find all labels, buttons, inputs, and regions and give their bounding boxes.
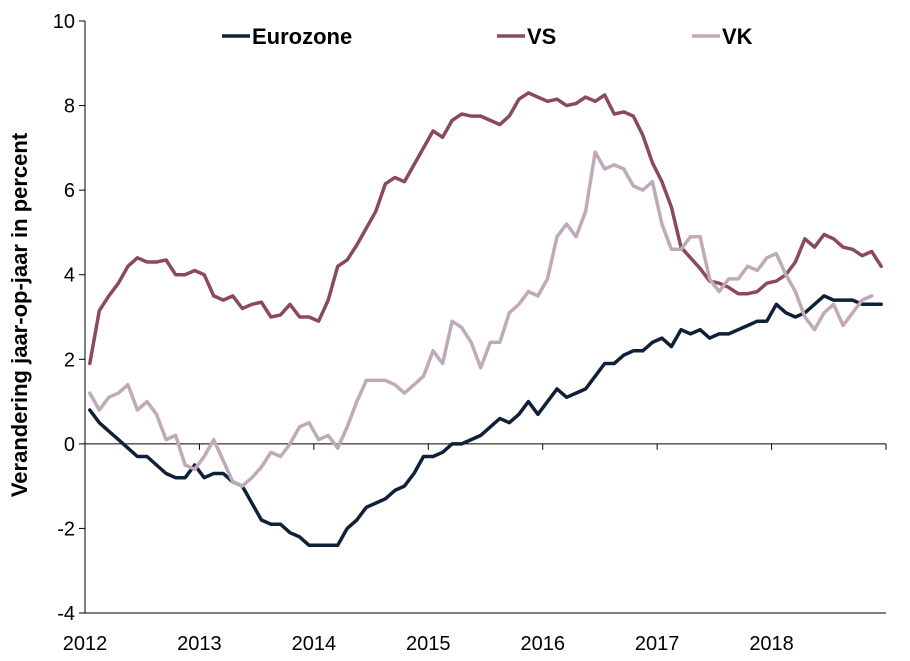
y-axis-label: Verandering jaar-op-jaar in percent: [7, 132, 32, 497]
y-tick-labels: -4 -2 0 2 4 6 8 10: [53, 11, 75, 625]
y-tick-label: 8: [64, 96, 75, 118]
legend-label-eurozone: Eurozone: [252, 24, 352, 49]
y-tick-label: -4: [57, 603, 75, 625]
y-tick-label: 0: [64, 434, 75, 456]
series-line-eurozone: [88, 294, 883, 548]
x-tick-label: 2017: [635, 633, 680, 655]
y-tick-label: 4: [64, 265, 75, 287]
series-layer: [88, 91, 883, 548]
legend: Eurozone VS VK: [222, 24, 753, 49]
series-line-vs: [88, 91, 883, 366]
y-tick-label: 2: [64, 349, 75, 371]
legend-label-vk: VK: [722, 24, 753, 49]
y-tick-label: 6: [64, 180, 75, 202]
x-tick-label: 2013: [177, 633, 222, 655]
x-tick-label: 2018: [749, 633, 794, 655]
legend-label-vs: VS: [527, 24, 556, 49]
x-tick-label: 2016: [520, 633, 565, 655]
y-tick-label: 10: [53, 11, 75, 33]
x-tick-labels: 2012 2013 2014 2015 2016 2017 2018: [63, 633, 794, 655]
axes-layer: [79, 20, 887, 614]
x-tick-label: 2012: [63, 633, 108, 655]
x-tick-label: 2015: [406, 633, 451, 655]
series-line-vk: [88, 150, 874, 488]
y-tick-label: -2: [57, 518, 75, 540]
x-tick-label: 2014: [292, 633, 337, 655]
plot-area: [85, 21, 886, 613]
